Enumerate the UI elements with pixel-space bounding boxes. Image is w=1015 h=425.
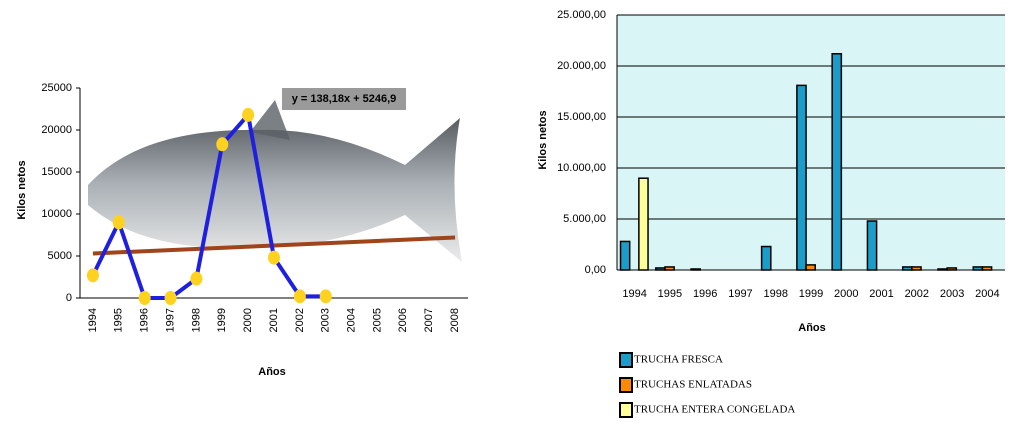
data-point [112, 215, 125, 230]
x-tick-label: 2002 [905, 288, 929, 300]
bar [981, 266, 993, 271]
y-tick-label: 25.000,00 [557, 9, 606, 21]
bar [805, 264, 816, 271]
data-point [190, 271, 203, 286]
y-tick-label: 15000 [41, 166, 72, 178]
x-tick-label: 2003 [940, 288, 964, 300]
x-tick-label: 1997 [164, 308, 176, 332]
x-tick-label: 2000 [242, 308, 254, 332]
x-tick-label: 2008 [449, 308, 461, 332]
legend-swatch [619, 377, 633, 393]
bar [760, 245, 772, 271]
bar [866, 220, 878, 271]
data-point [164, 291, 177, 305]
y-tick-label: 5.000,00 [563, 213, 606, 225]
y-tick-label: 20000 [41, 124, 72, 136]
data-point [319, 289, 332, 304]
plot-area [617, 15, 1005, 270]
bar [690, 268, 701, 271]
x-tick-label: 1998 [190, 308, 202, 332]
y-axis-title: Kilos netos [16, 160, 28, 219]
x-tick-label: 2002 [294, 308, 306, 332]
legend-label: TRUCHAS ENLATADAS [634, 379, 752, 391]
data-point [242, 107, 255, 122]
x-tick-label: 2005 [371, 308, 383, 332]
bar [831, 53, 843, 271]
x-tick-label: 2000 [834, 288, 858, 300]
x-axis-title: Años [258, 366, 286, 378]
bar [796, 84, 807, 271]
legend-label: TRUCHA FRESCA [634, 354, 723, 366]
bar [946, 267, 958, 271]
x-tick-label: 1996 [139, 308, 151, 332]
data-point [293, 289, 306, 304]
x-tick-label: 1995 [658, 288, 682, 300]
bar [638, 177, 649, 271]
bar [901, 266, 913, 271]
x-tick-label: 1999 [799, 288, 823, 300]
bar [911, 266, 922, 271]
trendline [92, 235, 456, 256]
data-point [268, 250, 280, 265]
y-tick-label: 10000 [41, 208, 72, 220]
x-tick-label: 2003 [320, 308, 332, 332]
y-tick-label: 20.000,00 [557, 60, 606, 72]
annotation: y = 138,18x + 5246,9 [292, 93, 397, 105]
bar [655, 267, 666, 271]
annotation-box [282, 88, 406, 110]
fish-illustration [88, 100, 462, 262]
y-tick-label: 25000 [41, 82, 72, 94]
x-tick-label: 2004 [346, 308, 358, 332]
data-point [138, 291, 151, 305]
x-tick-label: 1994 [87, 308, 99, 332]
x-tick-label: 2004 [975, 288, 999, 300]
series-line [91, 112, 326, 300]
x-tick-label: 2001 [869, 288, 893, 300]
legend-label: TRUCHA ENTERA CONGELADA [634, 404, 795, 416]
x-axis-title: Años [798, 322, 826, 334]
bar [937, 268, 948, 271]
x-tick-label: 1995 [113, 308, 125, 332]
y-tick-label: 0,00 [585, 264, 606, 276]
x-tick-label: 1997 [728, 288, 752, 300]
y-tick-label: 10.000,00 [557, 162, 606, 174]
x-tick-label: 2001 [268, 308, 280, 332]
x-tick-label: 2006 [397, 308, 409, 332]
y-tick-label: 0 [66, 292, 72, 304]
data-point [86, 268, 99, 283]
x-tick-label: 1999 [216, 308, 228, 332]
y-axis-title: Kilos netos [537, 110, 549, 169]
x-tick-label: 1994 [622, 288, 646, 300]
y-tick-label: 5000 [48, 250, 72, 262]
bar [664, 266, 675, 271]
legend-swatch [619, 402, 633, 418]
x-tick-label: 2007 [423, 308, 435, 332]
bar [972, 266, 984, 271]
x-tick-label: 1998 [763, 288, 787, 300]
bar [619, 240, 631, 271]
y-tick-label: 15.000,00 [557, 111, 606, 123]
data-point [216, 137, 229, 152]
legend-swatch [619, 352, 633, 368]
x-tick-label: 1996 [693, 288, 717, 300]
